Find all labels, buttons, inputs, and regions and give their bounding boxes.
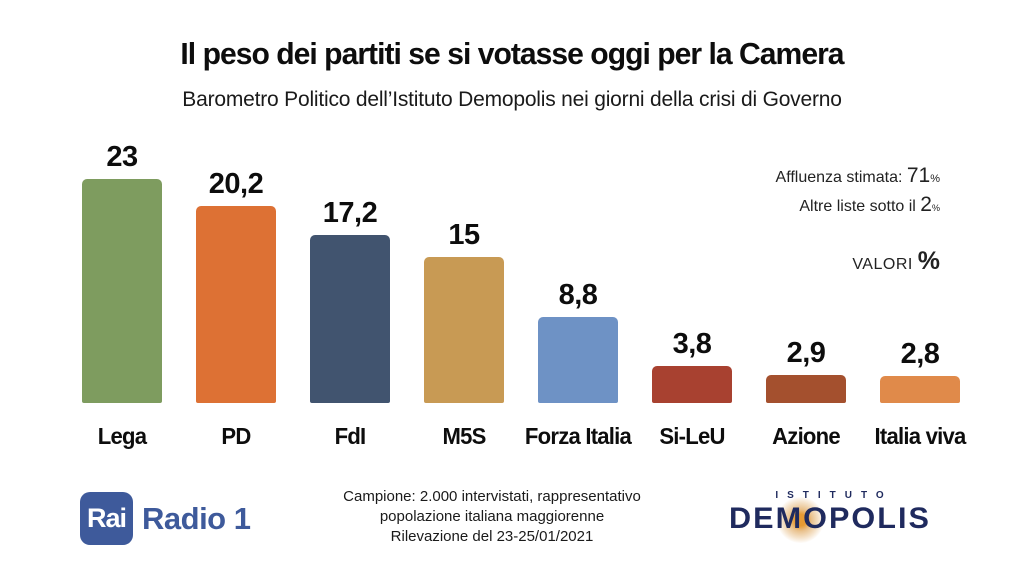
bar-group-pd: 20,2 PD <box>179 138 293 449</box>
bar <box>538 317 618 403</box>
sample-note-line1: Campione: 2.000 intervistati, rappresent… <box>343 488 641 505</box>
other-lists-label: Altre liste sotto il <box>799 198 921 215</box>
bar-category-label: Si-LeU <box>659 423 725 449</box>
turnout-percent-sign: % <box>930 173 940 185</box>
other-lists-note: Altre liste sotto il 2% <box>776 192 940 221</box>
bar <box>424 257 504 403</box>
bar <box>880 376 960 403</box>
bar-group-si-leu: 3,8 Si-LeU <box>635 138 749 449</box>
rai-logo-box: Rai <box>80 492 133 545</box>
bar <box>196 206 276 403</box>
turnout-value: 71 <box>906 164 931 187</box>
demopolis-text: DEMOPOLIS <box>729 502 931 535</box>
valori-percent-sign: % <box>917 247 940 275</box>
demopolis-logo: ISTITUTO DEMOPOLIS <box>708 490 953 543</box>
bar-category-label: PD <box>221 423 251 449</box>
demopolis-sun-icon <box>777 496 825 543</box>
bar-group-m5s: 15 M5S <box>407 138 521 449</box>
bar-value-label: 2,9 <box>786 337 826 369</box>
bar-chart: 23 Lega 20,2 PD 17,2 FdI 15 M5S 8,8 Forza Italia 3… <box>65 138 977 449</box>
demopolis-istituto-text: ISTITUTO <box>775 490 893 501</box>
bar-group-lega: 23 Lega <box>65 138 179 449</box>
bar-category-label: Forza Italia <box>524 423 632 449</box>
bar-category-label: Azione <box>772 423 841 449</box>
bar-value-label: 8,8 <box>558 279 598 311</box>
bar-value-label: 20,2 <box>208 168 264 200</box>
turnout-note: Affluenza stimata: 71% <box>776 163 940 192</box>
bar-category-label: FdI <box>334 423 367 449</box>
bar-value-label: 2,8 <box>900 338 940 370</box>
valori-label: VALORI <box>852 256 918 273</box>
bar-value-label: 15 <box>448 219 480 251</box>
bar-category-label: M5S <box>442 423 486 449</box>
bar-value-label: 17,2 <box>322 197 378 229</box>
bar-group-forza-italia: 8,8 Forza Italia <box>521 138 635 449</box>
sample-note-line2: popolazione italiana maggiorenne <box>379 508 605 525</box>
valori-note: VALORI % <box>776 247 940 276</box>
chart-annotations: Affluenza stimata: 71% Altre liste sotto… <box>776 163 940 276</box>
bar <box>310 235 390 403</box>
bar-value-label: 3,8 <box>672 328 712 360</box>
demopolis-wordmark: DEMOPOLIS <box>708 496 953 543</box>
sample-note-line3: Rilevazione del 23-25/01/2021 <box>390 528 594 545</box>
turnout-label: Affluenza stimata: <box>775 169 907 186</box>
bar-category-label: Lega <box>97 423 147 449</box>
bar-category-label: Italia viva <box>874 423 967 449</box>
bar <box>82 179 162 403</box>
sample-note: Campione: 2.000 intervistati, rappresent… <box>262 487 722 547</box>
bar <box>652 366 732 403</box>
rai-radio1-logo: Rai Radio 1 <box>80 492 251 545</box>
bar-group-italia-viva: 2,8 Italia viva <box>863 138 977 449</box>
rai-logo-text: Rai <box>86 503 127 533</box>
other-lists-percent-sign: % <box>931 203 940 213</box>
bar-group-azione: 2,9 Azione <box>749 138 863 449</box>
other-lists-value: 2 <box>920 193 932 216</box>
page-subtitle: Barometro Politico dell’Istituto Demopol… <box>182 88 842 111</box>
bar-group-fdi: 17,2 FdI <box>293 138 407 449</box>
page-title: Il peso dei partiti se si votasse oggi p… <box>180 36 844 71</box>
radio1-logo-text: Radio 1 <box>142 500 251 536</box>
bar <box>766 375 846 403</box>
bar-value-label: 23 <box>106 141 138 173</box>
